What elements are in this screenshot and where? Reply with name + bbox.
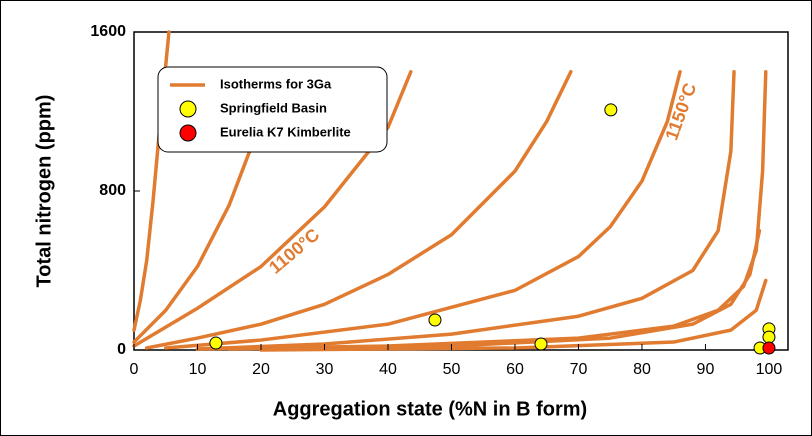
- data-point: [428, 313, 442, 327]
- x-axis-title: Aggregation state (%N in B form): [273, 398, 587, 420]
- x-tick-label: 0: [130, 361, 139, 378]
- legend: [157, 66, 388, 153]
- y-tick-label: 800: [99, 182, 126, 199]
- legend-label: Springfield Basin: [220, 100, 327, 115]
- legend-marker: [179, 124, 197, 142]
- data-point: [209, 336, 223, 350]
- legend-marker: [179, 100, 197, 118]
- data-point: [762, 330, 776, 344]
- y-tick-label: 0: [117, 341, 126, 358]
- x-tick-label: 50: [443, 361, 461, 378]
- isotherm: [259, 278, 768, 352]
- y-tick-label: 1600: [90, 23, 126, 40]
- isotherm: [132, 70, 413, 348]
- x-tick-label: 40: [379, 361, 397, 378]
- x-tick-label: 90: [697, 361, 715, 378]
- legend-label: Isotherms for 3Ga: [220, 76, 332, 91]
- x-tick-label: 20: [252, 361, 270, 378]
- data-point: [534, 337, 548, 351]
- legend-label: Eurelia K7 Kimberlite: [220, 124, 351, 139]
- isotherm: [195, 70, 736, 351]
- x-tick-label: 10: [189, 361, 207, 378]
- isotherm: [144, 70, 573, 350]
- x-tick-label: 30: [316, 361, 334, 378]
- x-tick-label: 60: [506, 361, 524, 378]
- data-point: [762, 341, 776, 355]
- x-tick-label: 70: [570, 361, 588, 378]
- x-tick-label: 80: [633, 361, 651, 378]
- isotherm: [163, 70, 682, 350]
- data-point: [604, 103, 618, 117]
- x-tick-label: 100: [756, 361, 783, 378]
- y-axis-title: Total nitrogen (ppm): [33, 95, 55, 288]
